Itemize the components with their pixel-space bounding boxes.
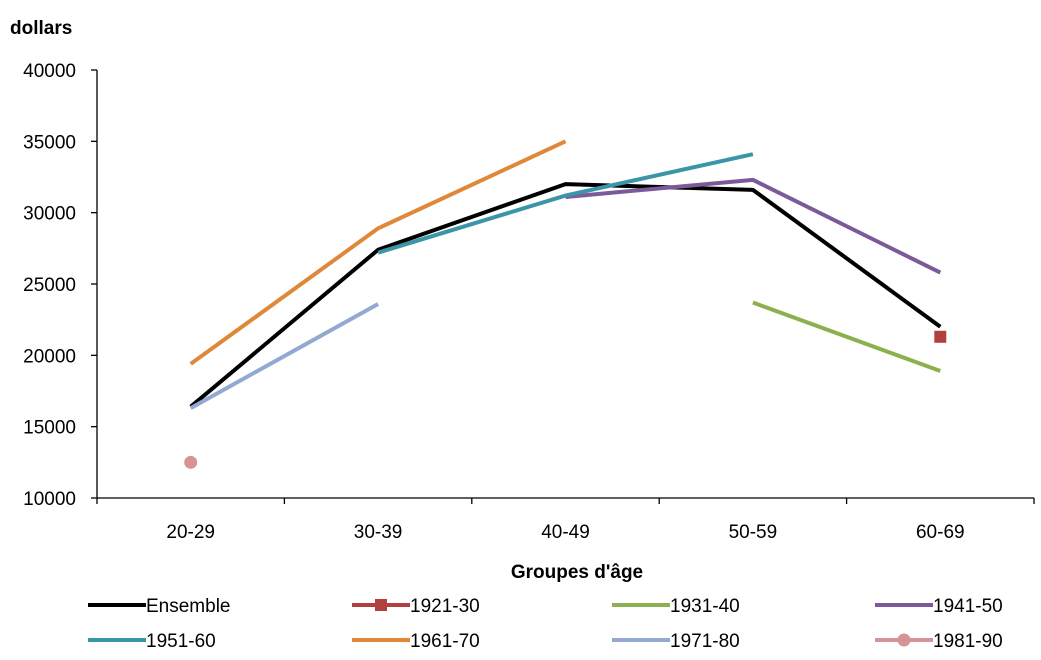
legend: Ensemble 1921-30 1931-40 1941-50 1951-60 1961…	[88, 596, 1003, 652]
x-tick-label: 30-39	[354, 522, 403, 543]
legend-label: Ensemble	[146, 596, 231, 617]
legend-label: 1941-50	[933, 596, 1003, 617]
series-line	[189, 182, 942, 409]
x-tick-label: 50-59	[729, 522, 778, 543]
series-1941-50	[565, 177, 942, 275]
legend-marker	[375, 599, 387, 611]
data-point	[184, 455, 198, 469]
series-ensemble	[189, 182, 942, 409]
series-1971-80	[189, 302, 380, 410]
series-1931-40	[752, 300, 941, 373]
y-tick-label: 20000	[23, 346, 76, 367]
legend-item: 1951-60	[88, 631, 216, 652]
legend-item: 1921-30	[352, 596, 480, 617]
legend-label: 1961-70	[410, 631, 480, 652]
series-lines	[184, 139, 947, 469]
legend-item: 1931-40	[612, 596, 740, 617]
legend-label: 1931-40	[670, 596, 740, 617]
series-1921-30	[934, 330, 947, 343]
series-line	[565, 177, 942, 275]
series-1981-90	[184, 455, 198, 469]
x-axis-ticks: 20-29 30-39 40-49 50-59 60-69	[96, 498, 1035, 543]
legend-item: 1941-50	[875, 596, 1003, 617]
legend-marker	[897, 633, 911, 647]
series-1951-60	[377, 152, 754, 255]
x-tick-label: 40-49	[541, 522, 590, 543]
axes	[96, 70, 1034, 499]
series-line	[189, 139, 567, 366]
x-tick-label: 60-69	[916, 522, 965, 543]
y-tick-label: 25000	[23, 275, 76, 296]
x-tick-label: 20-29	[166, 522, 215, 543]
series-line	[752, 300, 941, 373]
y-tick-label: 40000	[23, 61, 76, 82]
legend-item: 1981-90	[875, 631, 1003, 652]
legend-item: 1971-80	[612, 631, 740, 652]
series-line	[377, 152, 754, 255]
legend-label: 1981-90	[933, 631, 1003, 652]
legend-item: Ensemble	[88, 596, 231, 617]
y-tick-label: 35000	[23, 132, 76, 153]
series-line	[189, 302, 380, 410]
legend-label: 1971-80	[670, 631, 740, 652]
series-1961-70	[189, 139, 567, 366]
y-tick-label: 15000	[23, 418, 76, 439]
y-axis-title: dollars	[10, 18, 72, 39]
y-tick-label: 30000	[23, 204, 76, 225]
legend-item: 1961-70	[352, 631, 480, 652]
legend-label: 1951-60	[146, 631, 216, 652]
y-tick-label: 10000	[23, 489, 76, 510]
data-point	[934, 330, 947, 343]
y-axis-ticks: 10000 15000 20000 25000 30000 35000 40000	[23, 61, 97, 510]
legend-label: 1921-30	[410, 596, 480, 617]
x-axis-title: Groupes d'âge	[511, 562, 643, 583]
